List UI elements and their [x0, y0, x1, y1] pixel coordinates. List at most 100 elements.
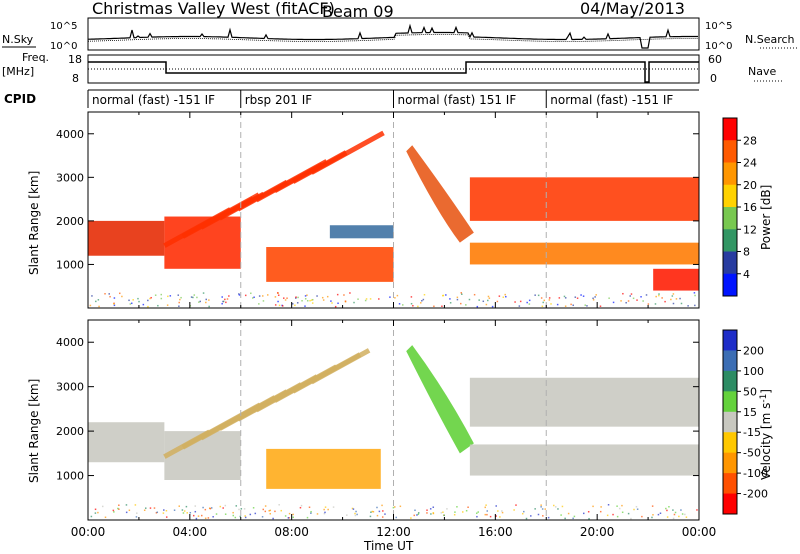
scatter-speckle: [460, 302, 462, 305]
scatter-speckle: [304, 295, 307, 297]
scatter-speckle: [277, 300, 279, 303]
scatter-speckle: [657, 513, 660, 516]
scatter-speckle: [232, 511, 234, 514]
scatter-speckle: [167, 295, 169, 298]
scatter-speckle: [519, 300, 522, 303]
scatter-speckle: [204, 508, 207, 511]
scatter-speckle: [693, 292, 696, 294]
scatter-speckle: [553, 504, 555, 507]
scatter-speckle: [485, 504, 487, 506]
y-tick-label: 3000: [56, 171, 84, 184]
scatter-speckle: [584, 304, 586, 306]
scatter-speckle: [442, 511, 444, 513]
scatter-speckle: [488, 297, 491, 299]
scatter-speckle: [563, 295, 566, 298]
scatter-speckle: [654, 303, 657, 305]
scatter-speckle: [456, 506, 458, 508]
scatter-speckle: [261, 516, 264, 518]
scatter-speckle: [645, 294, 648, 296]
scatter-speckle: [149, 507, 152, 509]
power-panel: 1000 2000 3000 4000: [56, 111, 700, 309]
beam-label: Beam 09: [322, 2, 394, 21]
scatter-speckle: [280, 509, 283, 512]
scatter-speckle: [573, 515, 576, 518]
nave-tick-top: 60: [708, 53, 722, 66]
scatter-speckle: [95, 300, 97, 303]
scatter-speckle: [153, 507, 156, 509]
data-band: [469, 242, 699, 265]
scatter-speckle: [109, 295, 111, 298]
scatter-speckle: [482, 300, 485, 303]
scatter-speckle: [165, 509, 168, 512]
scatter-speckle: [353, 301, 355, 304]
scatter-speckle: [262, 300, 265, 302]
scatter-speckle: [606, 514, 609, 517]
scatter-speckle: [468, 298, 471, 301]
scatter-speckle: [558, 297, 561, 299]
scatter-speckle: [310, 512, 312, 515]
scatter-speckle: [537, 294, 540, 297]
scatter-speckle: [365, 298, 368, 300]
scatter-speckle: [534, 508, 536, 510]
x-tick-label: 12:00: [376, 525, 411, 539]
scatter-speckle: [222, 507, 224, 509]
x-tick-label: 20:00: [580, 525, 615, 539]
scatter-speckle: [232, 514, 235, 517]
scatter-speckle: [570, 303, 572, 306]
x-axis-label: Time UT: [363, 539, 414, 553]
scatter-speckle: [426, 512, 428, 514]
scatter-speckle: [564, 297, 567, 299]
scatter-speckle: [548, 297, 551, 299]
scatter-speckle: [496, 300, 499, 303]
scatter-speckle: [278, 504, 280, 506]
scatter-speckle: [208, 299, 210, 301]
scatter-speckle: [422, 298, 425, 301]
colorbar-tick-label: 200: [743, 344, 764, 357]
data-arc: [406, 145, 474, 243]
y-tick-label: 4000: [56, 336, 84, 349]
scatter-speckle: [694, 294, 696, 297]
scatter-speckle: [572, 517, 574, 520]
scatter-speckle: [221, 296, 223, 298]
colorbar-tick-label: 20: [743, 179, 757, 192]
scatter-speckle: [681, 513, 684, 515]
scatter-speckle: [252, 507, 255, 509]
scatter-speckle: [599, 510, 602, 513]
colorbar-swatch: [723, 207, 737, 230]
scatter-speckle: [636, 508, 639, 510]
scatter-speckle: [209, 507, 212, 510]
colorbar-tick-label: 28: [743, 134, 757, 147]
scatter-speckle: [502, 296, 505, 298]
scatter-speckle: [287, 517, 290, 519]
scatter-speckle: [561, 505, 564, 508]
scatter-speckle: [125, 511, 128, 514]
frequency-line: [88, 61, 699, 83]
scatter-speckle: [286, 297, 288, 299]
scatter-speckle: [499, 516, 501, 518]
scatter-speckle: [398, 303, 401, 305]
scatter-speckle: [205, 298, 207, 301]
scatter-speckle: [542, 301, 544, 304]
scatter-speckle: [91, 295, 93, 297]
scatter-speckle: [165, 516, 168, 518]
scatter-speckle: [612, 301, 615, 304]
scatter-speckle: [402, 304, 404, 306]
scatter-speckle: [162, 512, 165, 514]
scatter-speckle: [668, 506, 670, 508]
scatter-speckle: [544, 508, 546, 510]
scatter-speckle: [540, 506, 542, 508]
scatter-speckle: [323, 512, 326, 515]
scatter-speckle: [594, 296, 596, 298]
scatter-speckle: [429, 508, 432, 510]
x-tick-label: 00:00: [71, 525, 106, 539]
power-colorbar: 28 24 20 16 12 8 4: [722, 117, 757, 297]
data-arc: [406, 345, 474, 454]
x-tick-label: 04:00: [173, 525, 208, 539]
colorbar-swatch: [723, 140, 737, 163]
scatter-speckle: [432, 512, 435, 514]
scatter-speckle: [299, 506, 302, 509]
scatter-speckle: [567, 512, 570, 515]
scatter-speckle: [417, 512, 420, 514]
scatter-speckle: [134, 504, 137, 506]
scatter-speckle: [651, 505, 654, 507]
